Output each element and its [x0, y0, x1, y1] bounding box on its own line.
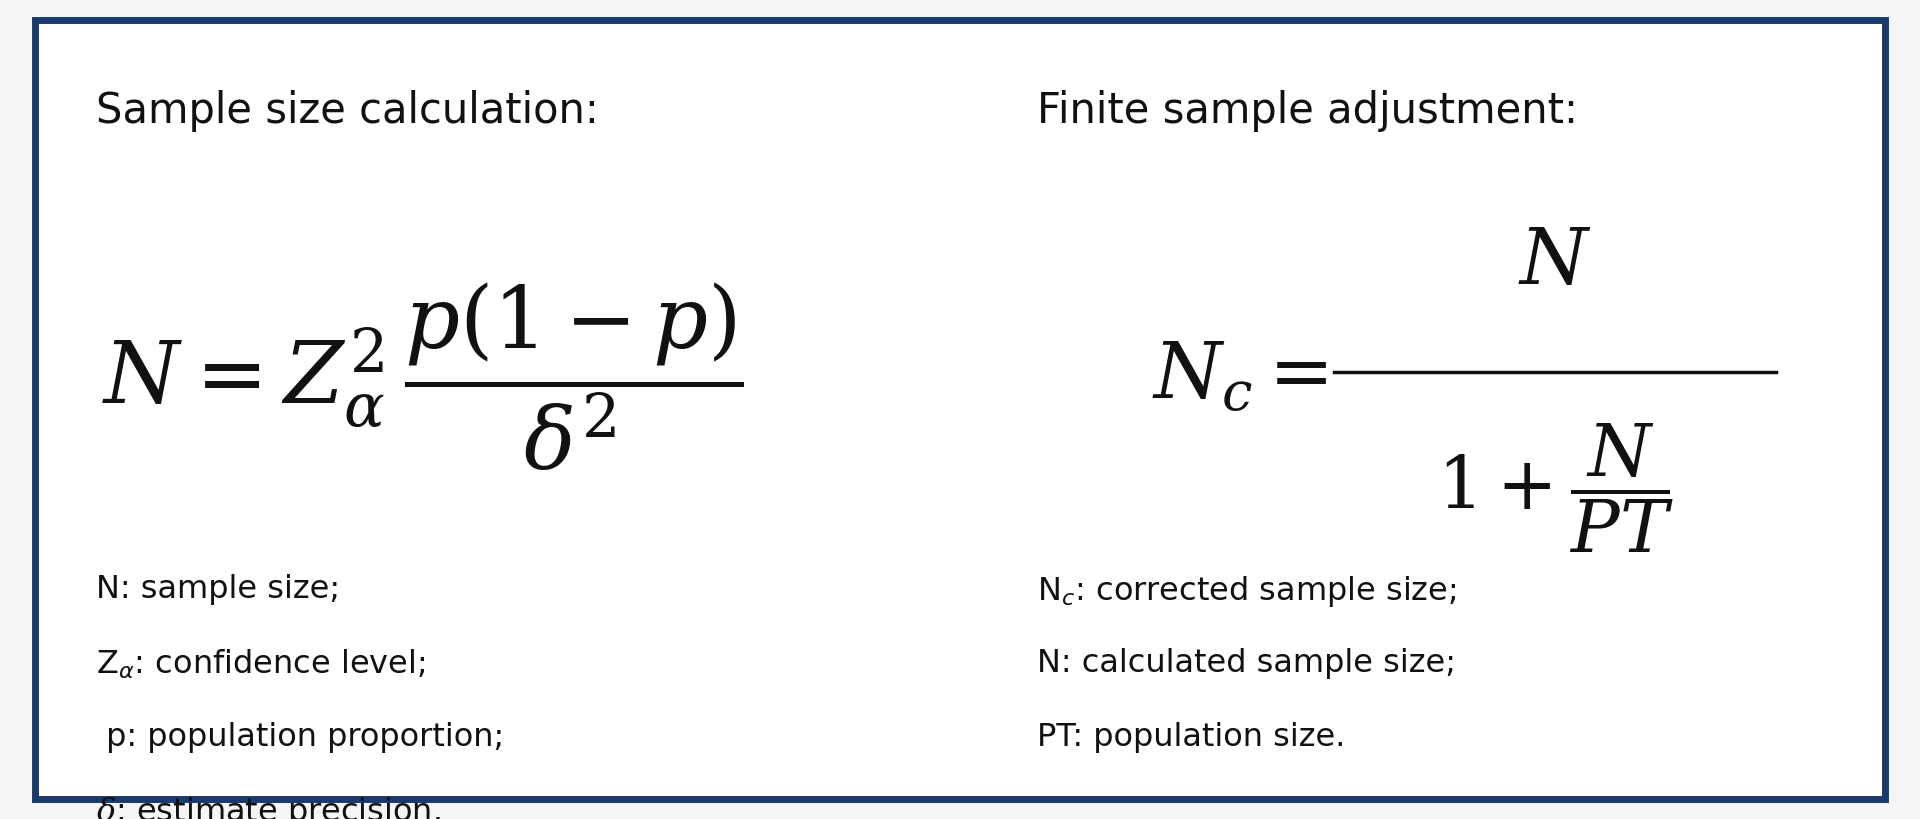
- Text: $N$: $N$: [1519, 224, 1592, 300]
- Text: $1 + \dfrac{N}{PT}$: $1 + \dfrac{N}{PT}$: [1436, 421, 1674, 554]
- Text: Finite sample adjustment:: Finite sample adjustment:: [1037, 90, 1578, 132]
- Text: p: population proportion;: p: population proportion;: [96, 721, 505, 752]
- Text: $\delta$: estimate precision.: $\delta$: estimate precision.: [96, 794, 442, 819]
- Text: PT: population size.: PT: population size.: [1037, 721, 1346, 752]
- Text: N: sample size;: N: sample size;: [96, 573, 340, 604]
- Text: Z$_\alpha$: confidence level;: Z$_\alpha$: confidence level;: [96, 647, 426, 681]
- Text: N: calculated sample size;: N: calculated sample size;: [1037, 647, 1455, 678]
- Text: Sample size calculation:: Sample size calculation:: [96, 90, 599, 132]
- Text: N$_c$: corrected sample size;: N$_c$: corrected sample size;: [1037, 573, 1455, 609]
- Text: $N_c =$: $N_c =$: [1152, 339, 1329, 414]
- Text: $N = Z_{\alpha}^{2}\,\dfrac{p(1-p)}{\delta^{2}}$: $N = Z_{\alpha}^{2}\,\dfrac{p(1-p)}{\del…: [102, 281, 743, 473]
